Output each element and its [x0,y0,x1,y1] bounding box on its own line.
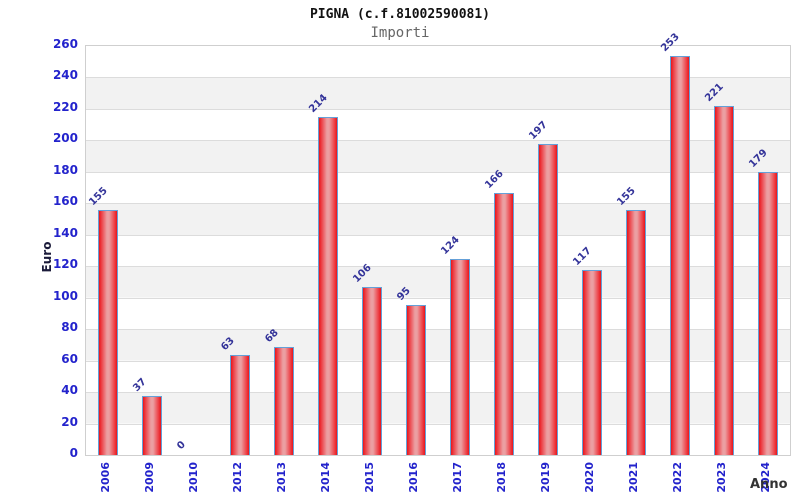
gridline [86,392,790,394]
x-tick-label: 2009 [143,462,156,493]
bar [538,144,558,455]
bar-value-label: 155 [615,185,638,209]
bar [450,258,470,455]
bar-value-label: 0 [175,439,188,452]
x-tick-label: 2010 [187,462,200,493]
y-tick-label: 100 [52,288,78,303]
plot-area: 155 37 0 63 68 214 106 95 124 166 197 117 155 253 221 1… [85,31,791,456]
y-tick-label: 180 [52,162,78,177]
gridline [86,266,790,268]
y-axis-title: Euro [40,241,54,273]
y-tick-label: 200 [52,131,78,146]
y-tick-label: 160 [52,194,78,209]
y-tick-label: 60 [61,351,78,366]
x-tick-label: 2020 [583,462,596,493]
y-tick-label: 240 [52,68,78,83]
bar [406,304,426,455]
y-tick-label: 80 [61,320,78,335]
x-tick-label: 2018 [495,462,508,493]
y-tick-label: 260 [52,37,78,51]
x-tick-label: 2012 [231,462,244,493]
bar-value-label: 179 [747,147,770,171]
bar [274,347,294,455]
bar [670,56,690,455]
x-tick-label: 2021 [627,462,640,493]
bar-value-label: 95 [395,284,413,303]
x-tick-label: 2014 [319,462,332,493]
bar [582,269,602,455]
y-tick-label: 0 [69,446,78,460]
gridline [86,171,790,173]
x-tick-label: 2006 [99,462,112,493]
x-axis-title: Anno [750,477,788,492]
gridline [86,108,790,110]
bar [362,287,382,455]
bar [230,354,250,455]
x-tick-label: 2022 [671,462,684,493]
y-tick-label: 120 [52,257,78,272]
gridline [86,234,790,236]
bar-value-label: 221 [703,81,726,105]
x-tick-label: 2013 [275,462,288,493]
bar-value-label: 155 [87,185,110,209]
bar [714,106,734,455]
gridline [86,77,790,79]
bar-value-label: 117 [571,245,594,268]
bar [318,117,338,455]
bar [626,210,646,455]
gridline [86,203,790,205]
y-tick-label: 220 [52,99,78,114]
y-tick-label: 20 [61,414,78,429]
gridline [86,297,790,299]
chart-title: PIGNA (c.f.81002590081) [309,7,490,22]
x-tick-label: 2023 [715,462,728,493]
x-tick-label: 2015 [363,462,376,493]
x-tick-label: 2016 [407,462,420,493]
gridline [86,140,790,142]
y-tick-label: 140 [52,225,78,240]
chart-subtitle: Importi [370,25,430,41]
bar-value-label: 197 [527,119,550,143]
bar-value-label: 214 [307,92,330,116]
bar [98,210,118,455]
bar-value-label: 63 [219,335,237,353]
y-tick-label: 40 [61,383,78,398]
gridline [86,329,790,331]
bar [142,395,162,455]
gridline [86,423,790,425]
bar-value-label: 124 [439,234,462,257]
gridline [86,360,790,362]
x-tick-label: 2019 [539,462,552,493]
bar [758,172,778,455]
x-tick-label: 2017 [451,462,464,493]
bar [494,192,514,455]
